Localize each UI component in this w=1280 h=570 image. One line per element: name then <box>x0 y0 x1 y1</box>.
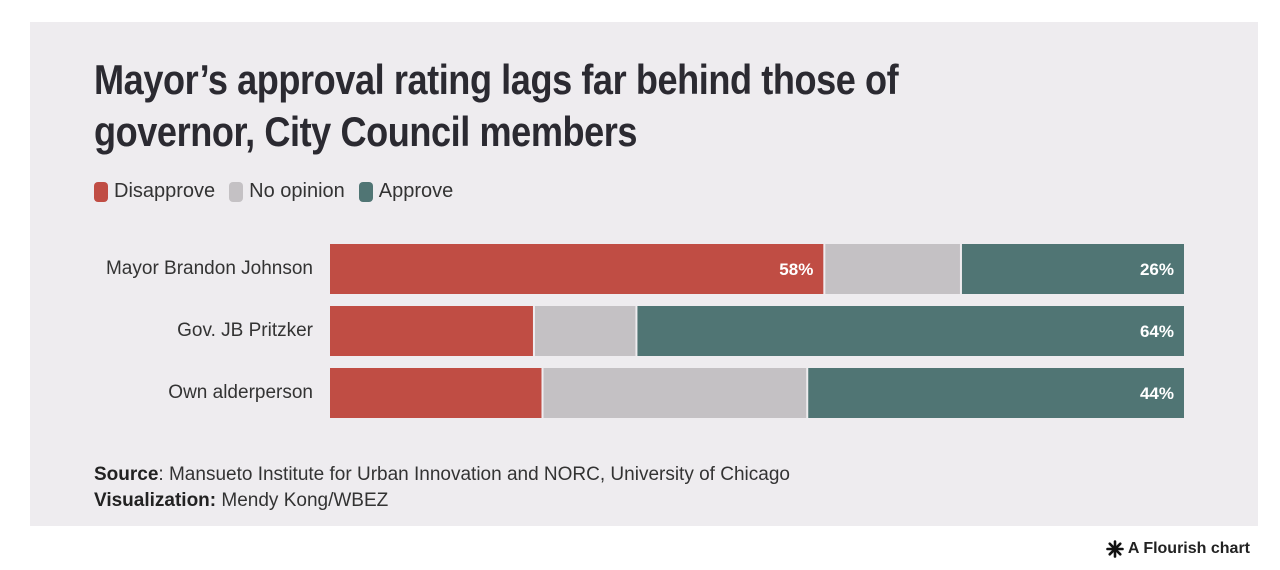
category-label: Mayor Brandon Johnson <box>105 258 313 279</box>
chart-card: Mayor’s approval rating lags far behind … <box>30 22 1258 526</box>
bar-segment-no-opinion[interactable] <box>543 368 807 418</box>
source-text: : Mansueto Institute for Urban Innovatio… <box>158 464 790 485</box>
legend-swatch-no-opinion <box>229 181 244 202</box>
bar-segment-no-opinion[interactable] <box>534 306 636 356</box>
legend-label-disapprove: Disapprove <box>114 180 216 202</box>
bar-segment-approve[interactable] <box>961 244 1184 294</box>
bar-segment-disapprove[interactable] <box>330 306 533 356</box>
flourish-credit-text: A Flourish chart <box>1127 540 1250 557</box>
legend-item-no-opinion[interactable]: No opinion <box>229 180 345 203</box>
visualization-line: Visualization: Mendy Kong/WBEZ <box>94 488 790 514</box>
flourish-star-icon <box>1106 540 1124 558</box>
legend-swatch-disapprove <box>94 181 108 202</box>
legend-swatch-approve <box>358 181 373 202</box>
legend-item-disapprove[interactable]: Disapprove <box>94 180 215 203</box>
visualization-label: Visualization: <box>94 490 217 511</box>
chart-footer: Source: Mansueto Institute for Urban Inn… <box>94 462 790 514</box>
flourish-credit[interactable]: A Flourish chart <box>1106 540 1250 558</box>
data-label: 44% <box>1140 384 1174 403</box>
bar-segment-approve[interactable] <box>808 368 1184 418</box>
bar-segment-no-opinion[interactable] <box>825 244 960 294</box>
category-label: Own alderperson <box>168 382 313 403</box>
data-label: 64% <box>1140 322 1174 341</box>
category-label: Gov. JB Pritzker <box>177 320 313 341</box>
legend: Disapprove No opinion Approve <box>94 180 453 203</box>
visualization-text: Mendy Kong/WBEZ <box>216 490 389 511</box>
source-line: Source: Mansueto Institute for Urban Inn… <box>94 462 790 488</box>
bar-segment-disapprove[interactable] <box>330 368 542 418</box>
source-label: Source <box>94 464 159 485</box>
chart-title: Mayor’s approval rating lags far behind … <box>94 56 899 155</box>
legend-item-approve[interactable]: Approve <box>358 180 454 203</box>
data-label: 26% <box>1140 260 1174 279</box>
stacked-bar-chart: 58% 26% 64% 44% <box>330 244 1184 418</box>
legend-label-approve: Approve <box>378 180 454 202</box>
data-label: 58% <box>779 260 813 279</box>
bar-segment-disapprove[interactable] <box>330 244 824 294</box>
legend-label-no-opinion: No opinion <box>249 180 345 202</box>
bar-segment-approve[interactable] <box>637 306 1184 356</box>
